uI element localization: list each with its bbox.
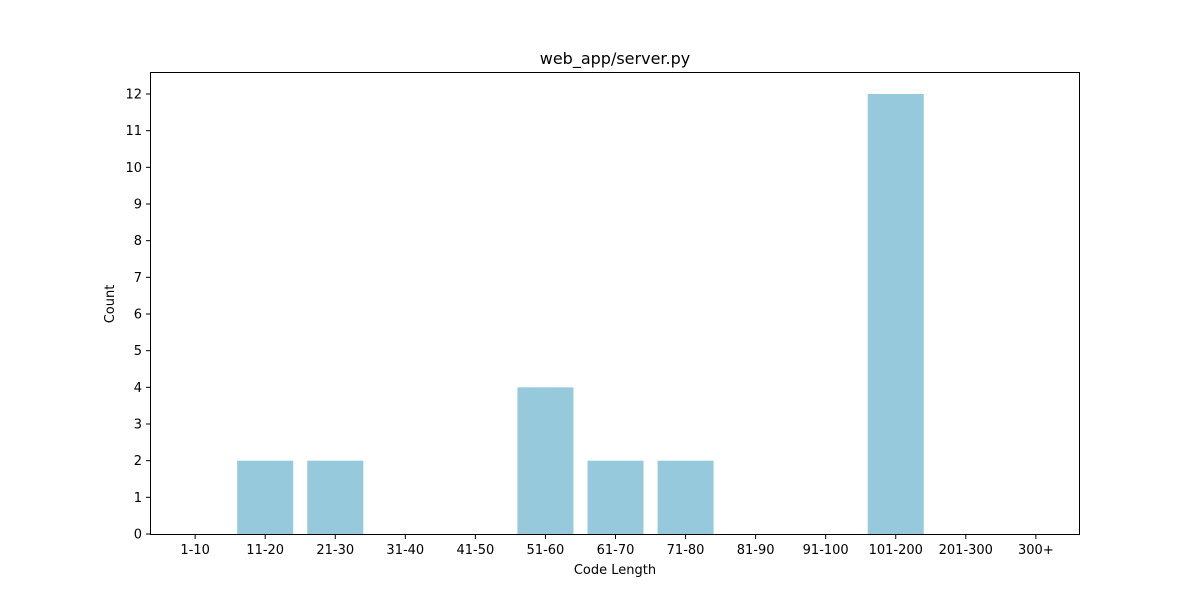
x-tick-label: 300+ [1018,543,1054,558]
x-tick-label: 81-90 [737,543,775,558]
y-tick-label: 10 [125,161,142,176]
x-tick-label: 71-80 [667,543,705,558]
x-tick-label: 1-10 [180,543,210,558]
bars-layer [237,94,924,534]
y-tick-label: 6 [134,308,142,323]
x-tick-label: 11-20 [246,543,284,558]
y-tick-label: 12 [125,88,142,103]
x-tick-label: 41-50 [456,543,494,558]
bar-21-30 [307,460,364,534]
y-tick-label: 0 [134,528,142,543]
chart-title: web_app/server.py [540,49,690,69]
bar-101-200 [867,94,924,534]
x-tick-label: 101-200 [869,543,923,558]
y-tick-label: 5 [134,344,142,359]
y-tick-label: 3 [134,418,142,433]
y-tick-label: 9 [134,198,142,213]
y-tick-label: 4 [134,381,142,396]
bar-11-20 [237,460,294,534]
y-tick-label: 11 [125,124,142,139]
x-axis-title: Code Length [574,563,656,578]
y-axis-title: Count [103,285,118,324]
x-tick-label: 61-70 [597,543,635,558]
y-tick-label: 2 [134,454,142,469]
bar-61-70 [587,460,644,534]
x-tick-label: 51-60 [527,543,565,558]
y-tick-label: 8 [134,234,142,249]
x-tick-label: 91-100 [803,543,849,558]
bar-51-60 [517,387,574,534]
x-axis: 1-10 11-20 21-30 31-40 41-50 51-60 61-70 71-80 8… [180,534,1054,558]
bar-71-80 [657,460,714,534]
x-tick-label: 201-300 [939,543,993,558]
y-tick-label: 1 [134,491,142,506]
y-tick-label: 7 [134,271,142,286]
x-tick-label: 31-40 [386,543,424,558]
x-tick-label: 21-30 [316,543,354,558]
